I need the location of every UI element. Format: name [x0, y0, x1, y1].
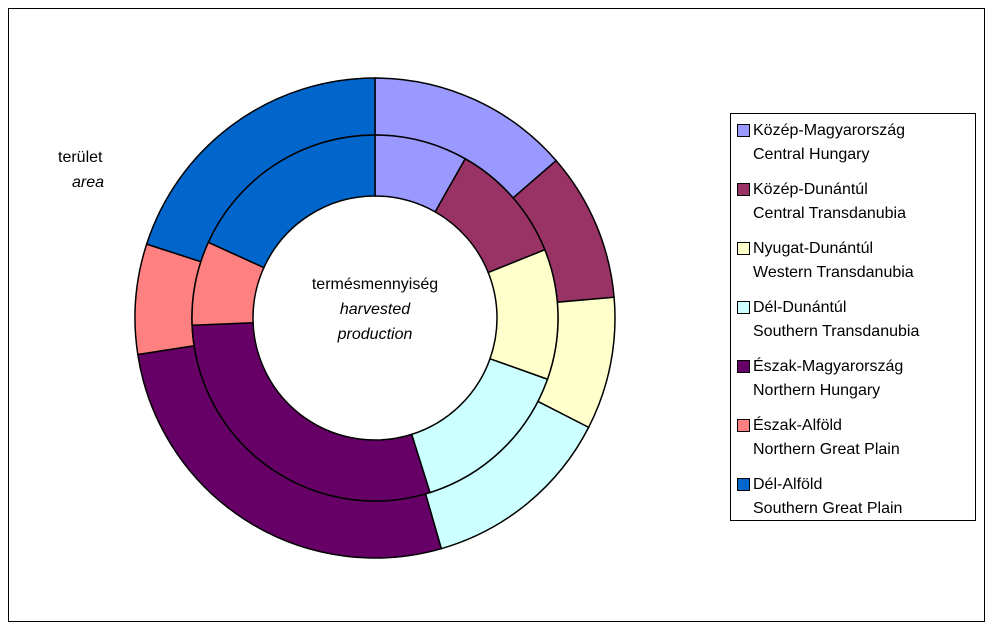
- inner-ring-label: termésmennyiség: [312, 276, 438, 293]
- legend-label-en: Western Transdanubia: [753, 264, 914, 281]
- legend-swatch: [737, 419, 750, 432]
- legend-swatch: [737, 124, 750, 137]
- legend-label: Észak-Magyarország: [753, 356, 903, 375]
- inner-ring-label-en: harvested: [340, 301, 411, 318]
- legend-label: Észak-Alföld: [753, 415, 842, 434]
- legend-label: Közép-Dunántúl: [753, 181, 868, 198]
- legend-label-en: Southern Great Plain: [753, 500, 902, 517]
- outer-ring-label-en: area: [72, 174, 104, 191]
- legend: [730, 113, 976, 521]
- legend-label-en: Central Hungary: [753, 146, 870, 163]
- legend-label-en: Central Transdanubia: [753, 205, 906, 222]
- legend-swatch: [737, 242, 750, 255]
- outer-ring-label: terület: [58, 149, 103, 166]
- legend-label: Dél-Alföld: [753, 476, 822, 493]
- legend-label-en: Northern Great Plain: [753, 441, 900, 458]
- legend-swatch: [737, 360, 750, 373]
- legend-label: Közép-Magyarország: [753, 122, 905, 139]
- legend-swatch: [737, 301, 750, 314]
- doughnut-segment: [134, 243, 202, 356]
- doughnut-segment: [207, 134, 376, 269]
- legend-swatch: [737, 183, 750, 196]
- legend-swatch: [737, 478, 750, 491]
- doughnut-segment: [487, 248, 559, 381]
- legend-label-en: Northern Hungary: [753, 382, 880, 399]
- legend-label: Dél-Dunántúl: [753, 299, 846, 316]
- legend-label: Nyugat-Dunántúl: [753, 240, 873, 257]
- doughnut-segment: [191, 322, 431, 502]
- inner-ring-label-en: production: [337, 326, 413, 343]
- legend-label-en: Southern Transdanubia: [753, 323, 919, 340]
